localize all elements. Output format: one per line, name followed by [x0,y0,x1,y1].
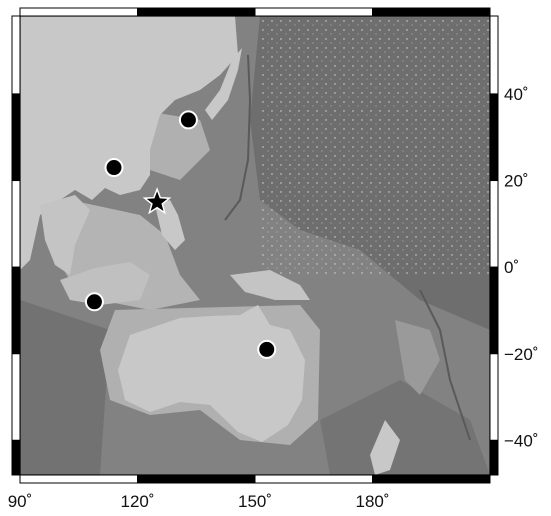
lon-label: 180˚ [355,492,389,511]
frame-segment-bottom [372,474,491,484]
map-markers [84,110,277,359]
frame-segment-bottom [254,474,373,484]
frame-segment-right [489,266,499,355]
frame-segment-left [11,266,21,355]
lon-label: 90˚ [8,492,33,511]
trench-tonga-kermadec [419,289,471,441]
land-indochina [40,195,90,275]
longitude-labels: 90˚ 120˚ 150˚ 180˚ [8,492,390,511]
latitude-labels: 40˚ 20˚ 0˚ −20˚ −40˚ [504,85,539,450]
deep-ocean-indian [20,300,110,475]
frame-segment-top [254,7,373,17]
deep-ocean-tasman [320,380,490,475]
trench-izu-mariana [224,54,252,221]
ridge-highland [395,320,440,395]
frame-segment-right [489,180,499,268]
marker-japan [178,110,198,130]
marker-south-china [104,158,124,178]
land-japan [205,48,242,120]
marker-indonesia [84,292,104,312]
bathymetry-relief [20,16,490,475]
frame-segment-top [372,7,491,17]
land-new-guinea [230,270,310,300]
lat-label: 20˚ [504,172,529,191]
map-frame [11,7,499,484]
frame-segment-right [489,439,499,476]
land-borneo-sumatra [60,262,150,305]
seamount-speckle [260,16,490,276]
frame-segment-right [489,93,499,182]
frame-segment-left [11,353,21,441]
frame-segment-right [489,353,499,441]
land-asia [20,16,238,270]
frame-segment-left [11,15,21,95]
marker-star-luzon [142,187,172,215]
land-australia [118,305,305,442]
lat-label: 0˚ [504,258,519,277]
lat-label: −20˚ [504,345,539,364]
frame-segment-left [11,439,21,476]
frame-segment-bottom [19,474,138,484]
lat-label: −40˚ [504,431,539,450]
frame-segment-left [11,93,21,182]
lat-label: 40˚ [504,85,529,104]
frame-segment-right [489,15,499,95]
lon-label: 120˚ [120,492,154,511]
land-philippines [155,200,185,250]
frame-segment-top [19,7,138,17]
marker-australia-east [257,339,277,359]
lon-label: 150˚ [238,492,272,511]
land-new-zealand [370,420,400,475]
frame-segment-top [137,7,256,17]
frame-segment-left [11,180,21,268]
frame-segment-bottom [137,474,256,484]
